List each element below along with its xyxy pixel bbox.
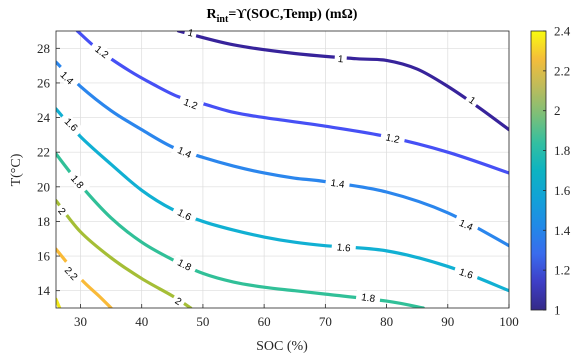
- contour-label: 2: [173, 296, 184, 309]
- contour-label-gap: [334, 52, 348, 66]
- contour-line: [56, 297, 62, 308]
- colorbar-tick-label: 1.2: [554, 263, 570, 278]
- y-axis-ticks: 14 16 18 20 22 24 26 28: [37, 41, 60, 298]
- contour-label-gap: [177, 93, 205, 114]
- x-tick-label: 40: [135, 314, 148, 329]
- x-tick-label: 80: [380, 314, 393, 329]
- contour-label: 1: [337, 54, 344, 65]
- contour-label: 1.4: [457, 218, 475, 234]
- contour-label-gap: [355, 289, 381, 306]
- contour-label: 2: [55, 206, 67, 218]
- colorbar-tick-label: 1: [554, 303, 561, 318]
- title-rest: =ϒ(SOC,Temp) (mΩ): [228, 7, 357, 22]
- y-tick-label: 22: [37, 145, 50, 160]
- colorbar-tick-label: 1.6: [554, 183, 571, 198]
- colorbar: [530, 30, 547, 311]
- y-axis-label: T(°C): [9, 153, 24, 186]
- contour-label: 1.6: [336, 242, 351, 254]
- chart-title: Rint=ϒ(SOC,Temp) (mΩ): [207, 7, 358, 25]
- contour-label: 1.2: [182, 97, 199, 112]
- contour-label: 1.6: [458, 267, 475, 282]
- y-tick-label: 24: [37, 110, 51, 125]
- y-tick-label: 20: [37, 179, 50, 194]
- contour-label-gap: [58, 111, 85, 138]
- contour-label-gap: [58, 260, 84, 287]
- contour-label-gap: [463, 91, 481, 109]
- contour-label: 1.4: [330, 178, 346, 191]
- contour-label-gap: [53, 202, 71, 220]
- title-subscript: int: [217, 14, 229, 25]
- contour-label-gap: [331, 240, 357, 255]
- contour-label-gap: [452, 214, 480, 236]
- colorbar-ticks: 1 1.2 1.4 1.6 1.8 2 2.2 2.4: [543, 24, 571, 318]
- colorbar-tick-label: 2.2: [554, 63, 570, 78]
- y-tick-label: 14: [37, 283, 51, 298]
- colorbar-tick-label: 2.4: [554, 24, 571, 39]
- contour-label-gap: [88, 39, 116, 64]
- colorbar-tick-label: 1.8: [554, 143, 570, 158]
- contour-label-gap: [65, 168, 90, 195]
- y-tick-label: 28: [37, 41, 50, 56]
- x-tick-label: 60: [258, 314, 271, 329]
- contour-line: [56, 60, 509, 248]
- y-tick-label: 18: [37, 214, 50, 229]
- contour-label: 1.4: [176, 145, 194, 161]
- y-tick-label: 16: [37, 249, 51, 264]
- colorbar-tick-label: 1.4: [554, 223, 571, 238]
- contour-label-gap: [379, 129, 406, 147]
- contour-label-gap: [171, 253, 198, 276]
- colorbar-tick-label: 2: [554, 103, 561, 118]
- contour-label-gap: [54, 65, 80, 91]
- x-axis-ticks: 30 40 50 60 70 80 90 100: [74, 304, 519, 329]
- contour-labels: 1111.21.21.21.41.41.41.41.61.61.61.61.81…: [53, 25, 481, 310]
- x-axis-label: SOC (%): [256, 339, 308, 354]
- x-tick-label: 100: [499, 314, 519, 329]
- contour-label: 1: [186, 28, 195, 40]
- contour-label: 1: [466, 95, 477, 107]
- x-tick-label: 90: [441, 314, 454, 329]
- contour-label-gap: [171, 141, 198, 163]
- contour-line: [56, 152, 425, 308]
- contour-label-gap: [452, 263, 480, 283]
- contour-label: 1.8: [360, 292, 376, 305]
- contour-label-gap: [324, 175, 351, 192]
- x-tick-label: 50: [196, 314, 209, 329]
- x-tick-label: 30: [74, 314, 87, 329]
- contour-label: 1.2: [385, 132, 401, 146]
- contour-label-gap: [170, 292, 187, 310]
- y-tick-label: 26: [37, 75, 51, 90]
- contour-line: [56, 107, 509, 293]
- contour-label-gap: [183, 25, 198, 41]
- title-main: R: [207, 7, 218, 22]
- x-tick-label: 70: [319, 314, 332, 329]
- plot-frame: [55, 30, 510, 309]
- contour-label-gap: [171, 203, 198, 226]
